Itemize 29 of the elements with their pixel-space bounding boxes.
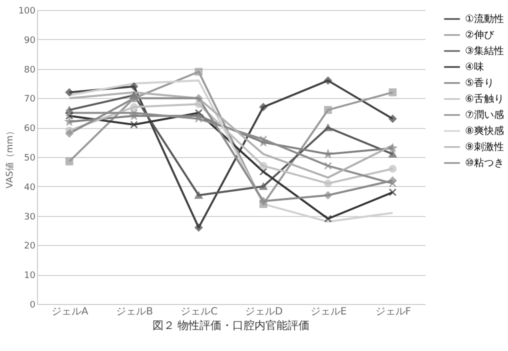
legend-label: ①流動性 — [465, 13, 504, 25]
y-tick-label: 100 — [18, 6, 36, 16]
y-axis-title: VAS値（mm） — [4, 126, 16, 188]
x-tick-label: ジェルA — [51, 306, 88, 318]
y-tick-label: 70 — [24, 94, 36, 105]
y-tick-label: 10 — [24, 271, 36, 282]
x-tick-label: ジェルB — [116, 306, 154, 318]
legend-label: ⑩粘つき — [465, 157, 504, 169]
x-tick-label: ジェルE — [310, 306, 347, 318]
legend-label: ⑥舌触り — [465, 93, 504, 105]
legend-label: ⑨刺激性 — [465, 141, 504, 153]
y-tick-label: 20 — [24, 242, 36, 252]
y-tick-label: 40 — [24, 182, 36, 193]
legend-label: ⑧爽快感 — [465, 125, 504, 137]
text: 図２ 物性評価・口腔内官能評価 — [152, 319, 310, 332]
y-tick-label: 60 — [24, 124, 36, 134]
legend-label: ⑤香り — [465, 77, 494, 89]
x-tick-label: ジェルD — [244, 306, 283, 318]
y-tick-label: 90 — [24, 36, 36, 46]
y-tick-label: 0 — [30, 300, 36, 310]
y-tick-label: 50 — [24, 154, 36, 164]
y-tick-label: 30 — [24, 212, 36, 222]
legend-label: ④味 — [465, 61, 484, 73]
x-tick-label: ジェルC — [180, 306, 218, 318]
legend-label: ③集結性 — [465, 45, 504, 57]
x-tick-label: ジェルF — [375, 306, 412, 318]
y-tick-label: 80 — [24, 65, 36, 76]
legend-label: ②伸び — [465, 30, 495, 41]
legend-label: ⑦潤い感 — [465, 109, 504, 121]
